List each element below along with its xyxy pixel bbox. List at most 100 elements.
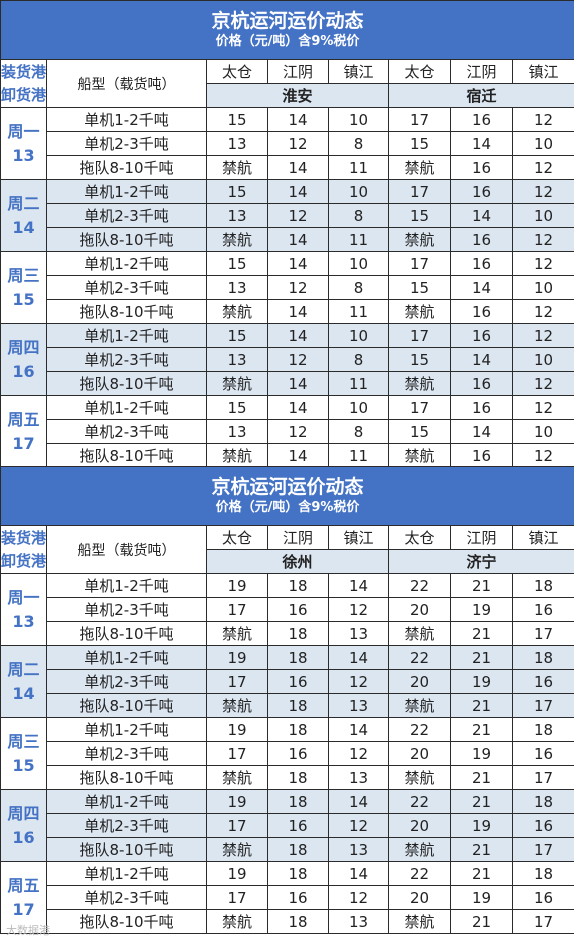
table-row: 周三 15 单机1-2千吨 15 14 10 17 16 12: [0, 251, 574, 324]
ship-type-cell: 单机1-2千吨: [46, 179, 207, 204]
day-cell: 周二 14: [0, 645, 47, 718]
price-cell: 12: [328, 741, 389, 766]
day-date: 16: [12, 361, 35, 381]
price-cell: 19: [206, 573, 268, 598]
day-cell: 周四 16: [0, 789, 47, 862]
table-row: 单机2-3千吨 17 16 12 20 19 16: [1, 885, 574, 910]
table-title: 京杭运河运价动态: [211, 476, 364, 498]
price-cell: 22: [388, 645, 451, 670]
price-cell: 8: [328, 131, 389, 156]
price-cell: 13: [328, 837, 389, 862]
price-cell: 12: [511, 395, 574, 420]
price-cell: 8: [328, 419, 389, 444]
price-cell: 17: [511, 621, 574, 646]
loading-port-header: 镇江: [511, 59, 574, 84]
ship-type-cell: 单机1-2千吨: [46, 107, 207, 132]
table-row: 拖队8-10千吨 禁航 18 13 禁航 21 17: [1, 765, 574, 790]
price-cell: 14: [267, 107, 329, 132]
ship-type-cell: 单机2-3千吨: [46, 669, 207, 694]
price-cell: 禁航: [388, 443, 451, 468]
price-cell: 8: [328, 275, 389, 300]
day-name: 周二: [7, 659, 40, 679]
price-cell: 20: [388, 813, 451, 838]
day-date: 16: [12, 827, 35, 847]
day-name: 周四: [7, 803, 40, 823]
day-cell: 周四 16: [0, 323, 47, 396]
price-cell: 11: [328, 443, 389, 468]
price-cell: 12: [267, 203, 329, 228]
price-cell: 17: [206, 741, 268, 766]
price-cell: 12: [511, 443, 574, 468]
price-cell: 14: [450, 131, 513, 156]
table-row: 单机2-3千吨 13 12 8 15 14 10: [1, 275, 574, 300]
price-cell: 11: [328, 371, 389, 396]
table-row: 拖队8-10千吨 禁航 14 11 禁航 16 12: [1, 155, 574, 180]
price-cell: 12: [511, 299, 574, 324]
price-cell: 18: [267, 717, 329, 742]
price-cell: 禁航: [206, 443, 268, 468]
ship-type-cell: 单机2-3千吨: [46, 741, 207, 766]
loading-port-header: 镇江: [511, 525, 574, 550]
price-cell: 14: [328, 645, 389, 670]
price-cell: 19: [206, 861, 268, 886]
unloading-port-label: 卸货港: [1, 551, 47, 570]
price-cell: 17: [511, 837, 574, 862]
price-cell: 12: [511, 323, 574, 348]
price-cell: 16: [267, 813, 329, 838]
price-cell: 20: [388, 669, 451, 694]
price-cell: 18: [267, 861, 329, 886]
price-cell: 16: [267, 741, 329, 766]
table-row: 周五 17 单机1-2千吨 19 18 14 22 21 18: [0, 861, 574, 934]
price-cell: 22: [388, 717, 451, 742]
price-cell: 18: [267, 909, 329, 934]
price-cell: 10: [328, 179, 389, 204]
price-cell: 13: [328, 621, 389, 646]
table-row: 拖队8-10千吨 禁航 14 11 禁航 16 12: [1, 227, 574, 252]
destination-header: 淮安: [206, 83, 389, 108]
price-cell: 14: [267, 179, 329, 204]
price-cell: 14: [450, 203, 513, 228]
day-date: 17: [12, 433, 35, 453]
price-cell: 12: [511, 227, 574, 252]
price-cell: 10: [511, 275, 574, 300]
price-cell: 14: [328, 861, 389, 886]
price-cell: 14: [267, 395, 329, 420]
price-cell: 禁航: [388, 765, 451, 790]
table-row: 周一 13 单机1-2千吨 15 14 10 17 16 12: [0, 107, 574, 180]
day-cell: 周一 13: [0, 573, 47, 646]
price-cell: 14: [267, 227, 329, 252]
price-cell: 16: [450, 443, 513, 468]
loading-port-header: 太仓: [206, 59, 268, 84]
table-row: 单机2-3千吨 13 12 8 15 14 10: [1, 419, 574, 444]
table-row: 拖队8-10千吨 禁航 18 13 禁航 21 17: [1, 693, 574, 718]
price-cell: 12: [328, 813, 389, 838]
price-cell: 禁航: [388, 227, 451, 252]
price-cell: 11: [328, 155, 389, 180]
price-cell: 21: [450, 861, 513, 886]
table-row: 单机2-3千吨 17 16 12 20 19 16: [1, 597, 574, 622]
price-cell: 15: [206, 179, 268, 204]
price-cell: 18: [511, 645, 574, 670]
price-cell: 16: [511, 597, 574, 622]
price-cell: 14: [267, 323, 329, 348]
price-cell: 21: [450, 789, 513, 814]
ship-type-cell: 单机1-2千吨: [46, 395, 207, 420]
price-cell: 18: [267, 765, 329, 790]
price-cell: 12: [328, 885, 389, 910]
table-row: 单机2-3千吨 13 12 8 15 14 10: [1, 347, 574, 372]
price-cell: 19: [206, 789, 268, 814]
price-cell: 13: [328, 909, 389, 934]
price-cell: 10: [511, 419, 574, 444]
price-cell: 16: [267, 669, 329, 694]
price-cell: 17: [388, 395, 451, 420]
loading-port-header: 太仓: [388, 525, 451, 550]
price-cell: 16: [450, 179, 513, 204]
price-cell: 13: [206, 131, 268, 156]
price-cell: 20: [388, 741, 451, 766]
price-cell: 16: [450, 299, 513, 324]
price-cell: 21: [450, 573, 513, 598]
price-cell: 15: [388, 131, 451, 156]
ship-type-cell: 单机2-3千吨: [46, 347, 207, 372]
ship-type-cell: 拖队8-10千吨: [46, 299, 207, 324]
day-date: 13: [12, 145, 35, 165]
